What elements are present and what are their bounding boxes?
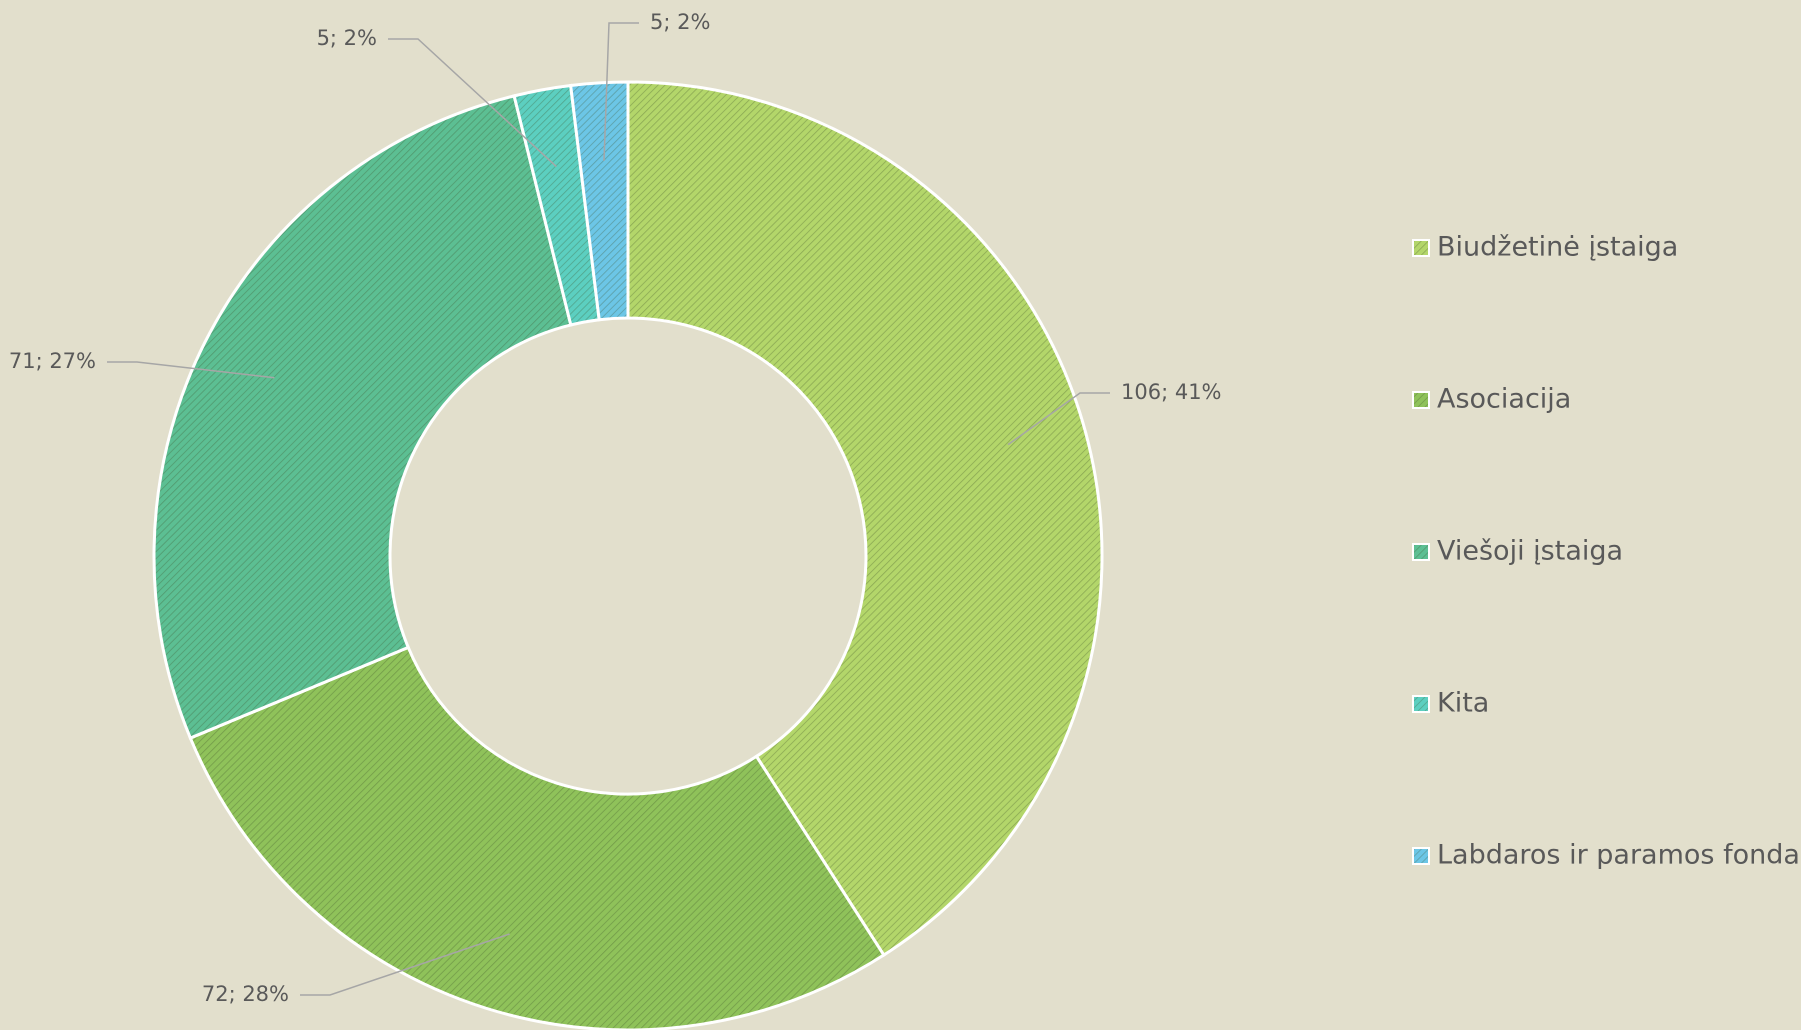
donut-slice (568, 80, 630, 322)
legend-label: Labdaros ir paramos fondas (1437, 840, 1801, 871)
leader-line (1007, 392, 1110, 446)
data-label: 71; 27% (9, 349, 96, 373)
legend-swatch (1412, 695, 1430, 713)
legend-label: Biudžetinė įstaiga (1437, 232, 1678, 263)
leader-line (107, 361, 275, 379)
donut-slice (626, 80, 1104, 958)
data-label: 106; 41% (1121, 380, 1222, 404)
legend-swatch (1412, 391, 1430, 409)
leader-line (388, 38, 557, 168)
data-label: 72; 28% (202, 982, 289, 1006)
data-label: 5; 2% (650, 10, 710, 34)
data-label: 5; 2% (317, 26, 377, 50)
legend-swatch (1412, 543, 1430, 561)
legend-swatch (1412, 239, 1430, 257)
legend-label: Viešoji įstaiga (1437, 536, 1623, 567)
leader-line (300, 933, 510, 996)
legend-label: Asociacija (1437, 384, 1571, 415)
donut-slice (188, 645, 886, 1030)
donut-slice (152, 94, 573, 741)
legend-label: Kita (1437, 688, 1489, 719)
legend-swatch (1412, 847, 1430, 865)
leader-line (603, 22, 639, 161)
